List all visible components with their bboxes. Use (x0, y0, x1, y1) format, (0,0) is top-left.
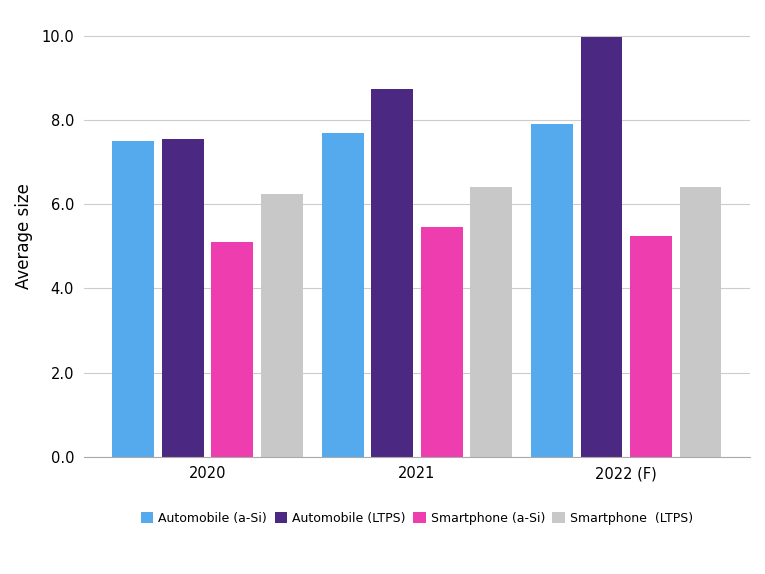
Bar (211, 242, 253, 457)
Bar (112, 141, 155, 457)
Bar (630, 236, 672, 457)
Legend: Automobile (a-Si), Automobile (LTPS), Smartphone (a-Si), Smartphone  (LTPS): Automobile (a-Si), Automobile (LTPS), Sm… (141, 511, 693, 525)
Bar (679, 188, 721, 457)
Bar (162, 139, 203, 457)
Bar (470, 188, 512, 457)
Bar (531, 125, 573, 457)
Bar (371, 88, 413, 457)
Bar (261, 194, 303, 457)
Bar (322, 133, 363, 457)
Bar (581, 37, 623, 457)
Bar (421, 227, 463, 457)
Y-axis label: Average size: Average size (15, 183, 33, 289)
